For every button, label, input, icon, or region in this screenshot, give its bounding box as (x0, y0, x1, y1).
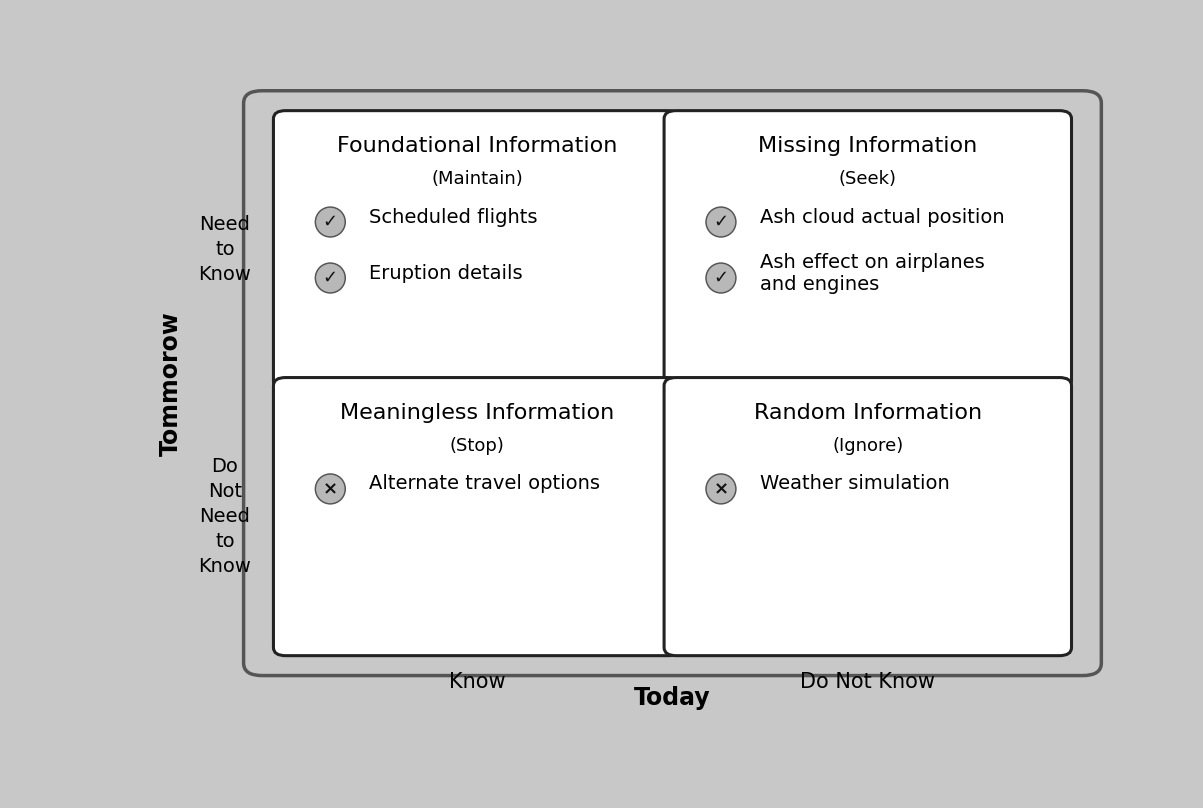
Text: ×: × (713, 480, 729, 498)
Text: Foundational Information: Foundational Information (337, 137, 617, 156)
Circle shape (707, 264, 735, 292)
Circle shape (706, 207, 736, 237)
Text: Today: Today (634, 686, 711, 709)
Text: (Stop): (Stop) (450, 437, 504, 455)
Text: Meaningless Information: Meaningless Information (340, 403, 615, 423)
Circle shape (315, 474, 345, 504)
Text: ✓: ✓ (322, 269, 338, 287)
Text: Eruption details: Eruption details (369, 263, 523, 283)
Text: Ash cloud actual position: Ash cloud actual position (760, 208, 1005, 226)
Text: (Maintain): (Maintain) (432, 170, 523, 188)
Text: Know: Know (449, 671, 505, 692)
Text: ✓: ✓ (713, 269, 729, 287)
Text: ✓: ✓ (322, 213, 338, 231)
Circle shape (316, 264, 344, 292)
FancyBboxPatch shape (273, 111, 681, 389)
Text: Alternate travel options: Alternate travel options (369, 474, 600, 494)
Text: Do Not Know: Do Not Know (800, 671, 935, 692)
Text: Need
to
Know: Need to Know (198, 215, 251, 284)
Circle shape (707, 208, 735, 235)
Circle shape (316, 208, 344, 235)
Text: Do
Not
Need
to
Know: Do Not Need to Know (198, 457, 251, 576)
FancyBboxPatch shape (664, 111, 1072, 389)
FancyBboxPatch shape (273, 377, 681, 655)
Text: Random Information: Random Information (754, 403, 982, 423)
Text: Missing Information: Missing Information (758, 137, 977, 156)
Circle shape (315, 263, 345, 293)
Circle shape (315, 207, 345, 237)
Text: (Seek): (Seek) (838, 170, 896, 188)
Circle shape (707, 475, 735, 503)
Circle shape (706, 263, 736, 293)
Text: Ash effect on airplanes
and engines: Ash effect on airplanes and engines (760, 253, 985, 293)
FancyBboxPatch shape (664, 377, 1072, 655)
Text: Scheduled flights: Scheduled flights (369, 208, 538, 226)
Text: ×: × (322, 480, 338, 498)
Text: Weather simulation: Weather simulation (760, 474, 950, 494)
Text: Tommorow: Tommorow (159, 311, 183, 456)
FancyBboxPatch shape (243, 90, 1102, 675)
Circle shape (706, 474, 736, 504)
Circle shape (316, 475, 344, 503)
Text: (Ignore): (Ignore) (832, 437, 903, 455)
Text: ✓: ✓ (713, 213, 729, 231)
